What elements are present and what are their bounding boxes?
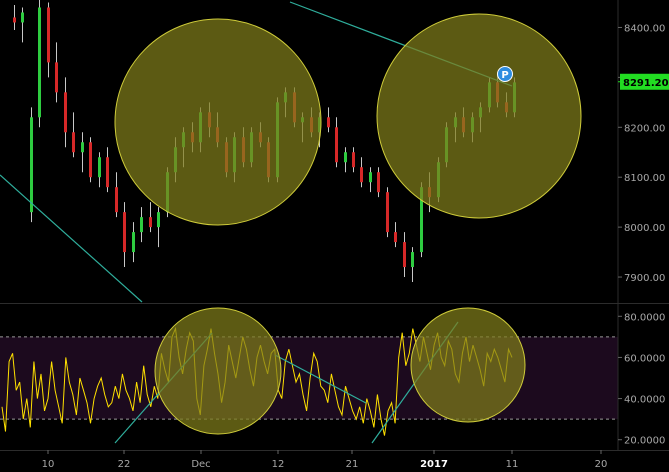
- candle-body: [13, 17, 16, 23]
- candle-body: [140, 217, 143, 233]
- rsi-highlight-circle-right[interactable]: [410, 307, 526, 423]
- candle-body: [360, 167, 363, 183]
- date-axis-label: 12: [272, 459, 285, 470]
- candle-body: [81, 142, 84, 153]
- candle-body: [377, 172, 380, 193]
- candle-body: [386, 192, 389, 233]
- candle-body: [132, 232, 135, 253]
- candle-body: [89, 142, 92, 178]
- position-marker-label: P: [501, 70, 508, 81]
- highlight-circle-left[interactable]: [114, 18, 322, 226]
- candle-body: [352, 152, 355, 168]
- date-axis-label: 20: [595, 459, 608, 470]
- current-price-tag[interactable]: [620, 73, 669, 90]
- rsi-axis-label: 80.0000: [624, 312, 665, 323]
- candle-body: [72, 132, 75, 153]
- date-axis-label: 2017: [420, 459, 448, 470]
- candle-body: [47, 7, 50, 63]
- candle-body: [157, 212, 160, 228]
- candle-body: [106, 157, 109, 188]
- candle-body: [149, 217, 152, 228]
- rsi-highlight-circle-left[interactable]: [154, 307, 282, 435]
- rsi-axis-label: 60.0000: [624, 353, 665, 364]
- rsi-axis-label: 40.0000: [624, 395, 665, 406]
- rsi-panel[interactable]: [0, 326, 618, 436]
- candle-body: [335, 127, 338, 163]
- highlight-circle-right[interactable]: [376, 13, 582, 219]
- candle-body: [344, 152, 347, 163]
- current-price-label: 8291.20: [623, 78, 669, 89]
- candle-body: [403, 242, 406, 268]
- candle-body: [394, 232, 397, 243]
- price-axis-label: 8200.00: [624, 123, 665, 134]
- position-marker-badge[interactable]: [497, 66, 513, 82]
- candle-body: [55, 62, 58, 93]
- candle-body: [411, 252, 414, 268]
- candle-body: [115, 187, 118, 213]
- date-axis-label: 11: [506, 459, 519, 470]
- candle-body: [38, 7, 41, 118]
- candle-body: [327, 117, 330, 128]
- position-marker[interactable]: P: [497, 66, 513, 82]
- date-axis-label: Dec: [191, 459, 210, 470]
- candle-body: [98, 157, 101, 178]
- price-axis-label: 7900.00: [624, 273, 665, 284]
- price-axis-label: 8000.00: [624, 223, 665, 234]
- rsi-axis-label: 20.0000: [624, 436, 665, 447]
- candle-body: [30, 117, 33, 213]
- date-axis-label: 22: [118, 459, 131, 470]
- candle-body: [123, 212, 126, 253]
- trendline-down-left[interactable]: [0, 174, 143, 303]
- date-axis-label: 21: [346, 459, 359, 470]
- candle-body: [369, 172, 372, 183]
- candle-body: [64, 92, 67, 133]
- price-axis-label: 8400.00: [624, 23, 665, 34]
- rsi-trendline-down[interactable]: [274, 354, 367, 404]
- date-axis-label: 10: [42, 459, 55, 470]
- annotation-overlays[interactable]: P: [0, 1, 582, 444]
- candle-body: [420, 187, 423, 253]
- candle-body: [21, 12, 24, 23]
- price-axis-label: 8100.00: [624, 173, 665, 184]
